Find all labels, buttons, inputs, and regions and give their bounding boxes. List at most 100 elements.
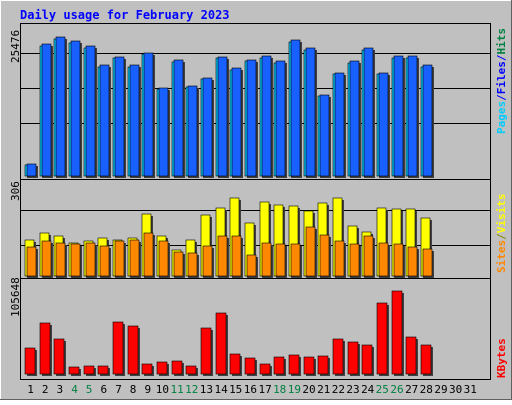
day-label-19: 19	[288, 383, 301, 396]
bar-sites-day-8	[129, 239, 141, 278]
bar-kbytes-day-25	[376, 302, 389, 376]
day-label-4: 4	[71, 383, 78, 396]
day-label-3: 3	[56, 383, 63, 396]
bar-sites-day-1	[26, 246, 38, 278]
day-label-12: 12	[185, 383, 198, 396]
bar-hits-day-3	[55, 36, 67, 178]
bar-sites-day-14	[217, 235, 229, 278]
bar-hits-day-23	[349, 60, 361, 178]
bar-kbytes-day-15	[229, 353, 242, 376]
day-label-13: 13	[200, 383, 213, 396]
bar-sites-day-4	[70, 243, 82, 278]
bar-hits-day-19	[290, 39, 302, 178]
chart-title: Daily usage for February 2023	[20, 8, 230, 22]
bar-hits-day-25	[378, 72, 390, 178]
bar-sites-day-23	[349, 243, 361, 278]
bar-kbytes-day-11	[171, 360, 184, 376]
axis-label-sep-1: /	[495, 94, 508, 101]
bar-hits-day-2	[41, 43, 53, 178]
bar-hits-day-6	[99, 64, 111, 178]
bar-hits-day-11	[173, 59, 185, 178]
bar-hits-day-9	[143, 52, 155, 178]
bar-hits-day-18	[275, 60, 287, 178]
axis-label-sep-2: /	[495, 54, 508, 61]
bar-kbytes-day-19	[288, 354, 301, 376]
bar-sites-day-15	[231, 235, 243, 278]
bar-kbytes-day-8	[127, 325, 140, 376]
day-label-5: 5	[86, 383, 93, 396]
bar-sites-day-12	[187, 252, 199, 278]
day-label-16: 16	[244, 383, 257, 396]
bar-kbytes-day-6	[97, 365, 110, 376]
day-tick-labels: 1 2 3 4 5 6 7 8 9 10 11 12 13 14 15 16 17 18 19 20 21 22 23 24 2…	[27, 383, 477, 396]
day-label-27: 27	[405, 383, 418, 396]
bar-hits-day-1	[26, 163, 38, 178]
bar-hits-day-17	[261, 55, 273, 178]
bar-kbytes-day-1	[24, 347, 37, 376]
bar-kbytes-day-22	[332, 338, 345, 376]
bars-layer	[24, 36, 434, 376]
panel-max-label-bottom: 105648	[9, 277, 22, 317]
bar-kbytes-day-7	[112, 321, 125, 376]
bar-kbytes-day-16	[244, 357, 257, 376]
axis-label-kbytes: KBytes	[495, 338, 508, 378]
bar-hits-day-15	[231, 67, 243, 178]
bar-kbytes-day-20	[303, 356, 316, 376]
day-label-17: 17	[258, 383, 271, 396]
day-label-6: 6	[100, 383, 107, 396]
day-label-2: 2	[42, 383, 49, 396]
bar-hits-day-20	[305, 47, 317, 178]
day-label-18: 18	[273, 383, 286, 396]
panel-max-label-middle: 306	[9, 181, 22, 201]
bar-kbytes-day-27	[405, 336, 418, 376]
day-label-23: 23	[346, 383, 359, 396]
bar-kbytes-day-14	[215, 312, 228, 376]
bar-sites-day-17	[261, 242, 273, 278]
bar-kbytes-day-4	[68, 366, 81, 376]
bar-sites-day-28	[422, 248, 434, 278]
day-label-7: 7	[115, 383, 122, 396]
axis-label-sep-3: /	[495, 233, 508, 240]
bar-sites-day-5	[85, 242, 97, 278]
bar-sites-day-11	[173, 251, 185, 278]
bar-hits-day-22	[334, 72, 346, 178]
bar-hits-day-7	[114, 56, 126, 178]
panel-axis-label-middle: Sites/Visits	[495, 194, 508, 274]
bar-kbytes-day-10	[156, 361, 169, 376]
bar-hits-day-13	[202, 77, 214, 178]
bar-sites-day-22	[334, 240, 346, 278]
bar-kbytes-day-13	[200, 327, 213, 376]
bar-sites-day-26	[393, 243, 405, 278]
bar-kbytes-day-17	[259, 363, 272, 376]
bar-sites-day-21	[319, 234, 331, 278]
axis-label-hits: Hits	[495, 28, 508, 55]
panel-max-label-top: 25476	[9, 30, 22, 63]
bar-hits-day-27	[407, 55, 419, 178]
bar-sites-day-27	[407, 246, 419, 278]
day-label-26: 26	[390, 383, 403, 396]
day-label-30: 30	[449, 383, 462, 396]
panel-frame-bottom	[20, 278, 491, 380]
bar-hits-day-16	[246, 59, 258, 178]
bar-sites-day-19	[290, 243, 302, 278]
bar-kbytes-day-3	[53, 338, 66, 376]
day-label-25: 25	[376, 383, 389, 396]
bar-kbytes-day-5	[83, 365, 96, 376]
panel-axis-label-bottom: KBytes	[495, 338, 508, 378]
day-label-11: 11	[170, 383, 183, 396]
bar-hits-day-8	[129, 64, 141, 178]
day-label-15: 15	[229, 383, 242, 396]
day-label-9: 9	[144, 383, 151, 396]
bar-sites-day-18	[275, 243, 287, 278]
bar-sites-day-20	[305, 226, 317, 278]
panel-axis-label-top: Pages/Files/Hits	[495, 28, 508, 134]
bar-hits-day-26	[393, 55, 405, 178]
day-label-1: 1	[27, 383, 34, 396]
day-label-10: 10	[156, 383, 169, 396]
day-label-31: 31	[464, 383, 477, 396]
bar-kbytes-day-9	[141, 363, 154, 376]
bar-sites-day-3	[55, 242, 67, 278]
day-label-29: 29	[434, 383, 447, 396]
bar-hits-day-14	[217, 56, 229, 178]
